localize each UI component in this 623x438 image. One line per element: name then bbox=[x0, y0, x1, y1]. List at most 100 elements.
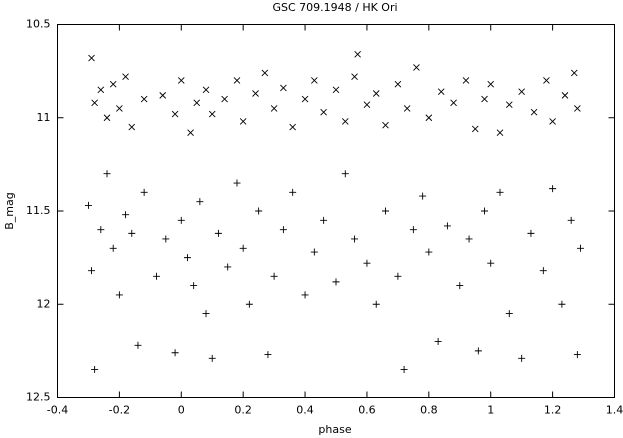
data-point bbox=[153, 272, 161, 280]
chart-title: GSC 709.1948 / HK Ori bbox=[272, 1, 397, 14]
y-tick-label: 10.5 bbox=[26, 18, 51, 31]
data-point bbox=[255, 207, 263, 215]
data-point bbox=[351, 73, 358, 81]
data-point bbox=[252, 90, 259, 97]
data-point bbox=[434, 338, 442, 346]
data-point bbox=[171, 349, 179, 357]
data-point bbox=[177, 77, 185, 84]
data-point bbox=[88, 267, 96, 275]
data-point bbox=[233, 77, 241, 84]
data-point bbox=[363, 259, 371, 267]
data-point bbox=[301, 95, 309, 103]
data-point bbox=[311, 77, 318, 84]
data-point bbox=[233, 179, 241, 187]
data-point bbox=[109, 244, 117, 252]
data-point bbox=[549, 185, 557, 193]
data-point bbox=[187, 129, 194, 136]
data-point bbox=[97, 86, 105, 94]
data-point bbox=[193, 99, 201, 107]
data-point bbox=[270, 105, 278, 112]
data-point bbox=[245, 300, 253, 308]
data-point bbox=[363, 101, 371, 109]
data-point bbox=[543, 77, 550, 84]
x-tick-label: -0.4 bbox=[47, 404, 68, 417]
x-tick-label: 1.4 bbox=[606, 404, 623, 417]
data-point bbox=[496, 129, 504, 136]
data-point bbox=[320, 216, 328, 224]
data-point bbox=[487, 80, 495, 88]
data-point bbox=[183, 254, 191, 262]
data-point bbox=[413, 64, 420, 71]
data-point bbox=[496, 188, 504, 196]
data-point bbox=[576, 244, 584, 252]
data-point bbox=[474, 347, 482, 355]
data-point bbox=[280, 84, 287, 92]
data-point bbox=[140, 95, 148, 103]
data-point bbox=[128, 229, 136, 237]
data-point bbox=[239, 244, 247, 252]
data-point bbox=[91, 99, 98, 107]
data-point bbox=[354, 51, 361, 58]
data-point bbox=[320, 108, 327, 116]
data-point bbox=[505, 101, 513, 109]
data-point bbox=[425, 114, 433, 122]
y-tick-label: 11.5 bbox=[26, 204, 51, 217]
data-point bbox=[301, 291, 309, 299]
y-tick-label: 12 bbox=[37, 297, 51, 310]
data-point bbox=[122, 73, 129, 81]
x-tick-label: 0.6 bbox=[358, 404, 376, 417]
data-point bbox=[561, 92, 569, 99]
x-tick-label: 0 bbox=[178, 404, 185, 417]
data-point bbox=[518, 88, 525, 95]
data-point bbox=[382, 121, 389, 129]
x-tick-label: 0.8 bbox=[420, 404, 438, 417]
data-point bbox=[289, 123, 296, 131]
data-point bbox=[289, 188, 297, 196]
data-point bbox=[462, 77, 470, 84]
data-point bbox=[208, 110, 216, 118]
data-point bbox=[351, 235, 359, 243]
y-tick-label: 12.5 bbox=[26, 391, 51, 404]
data-point bbox=[539, 267, 547, 275]
data-point bbox=[403, 105, 411, 112]
x-tick-label: 0.2 bbox=[234, 404, 252, 417]
data-point bbox=[382, 207, 390, 215]
data-point bbox=[196, 198, 204, 206]
data-point bbox=[261, 69, 269, 77]
y-axis-label: B_mag bbox=[3, 192, 16, 230]
data-point bbox=[202, 310, 210, 318]
data-point bbox=[530, 108, 538, 116]
data-point bbox=[372, 300, 380, 308]
data-point bbox=[332, 86, 340, 94]
data-point bbox=[471, 125, 479, 133]
data-point bbox=[341, 170, 349, 178]
data-point bbox=[549, 118, 556, 125]
data-point bbox=[341, 118, 349, 125]
data-point bbox=[573, 351, 581, 359]
data-point bbox=[570, 69, 578, 77]
data-point bbox=[567, 216, 575, 224]
data-point bbox=[122, 211, 130, 219]
data-point bbox=[221, 95, 228, 103]
x-tick-label: 1 bbox=[487, 404, 494, 417]
data-point bbox=[270, 272, 278, 280]
data-point bbox=[419, 192, 427, 200]
data-point bbox=[310, 248, 318, 256]
data-point bbox=[400, 366, 408, 374]
data-point bbox=[84, 201, 92, 209]
data-point bbox=[394, 80, 402, 88]
data-point bbox=[88, 54, 95, 62]
data-point bbox=[177, 216, 185, 224]
data-point bbox=[425, 248, 433, 256]
data-point bbox=[450, 99, 457, 107]
data-point bbox=[140, 188, 148, 196]
data-point bbox=[208, 354, 216, 362]
data-point bbox=[134, 341, 142, 349]
data-point bbox=[264, 351, 272, 359]
data-point bbox=[481, 95, 488, 103]
data-point bbox=[109, 80, 117, 88]
data-point bbox=[190, 282, 198, 290]
data-point bbox=[443, 222, 451, 230]
data-point bbox=[505, 310, 513, 318]
